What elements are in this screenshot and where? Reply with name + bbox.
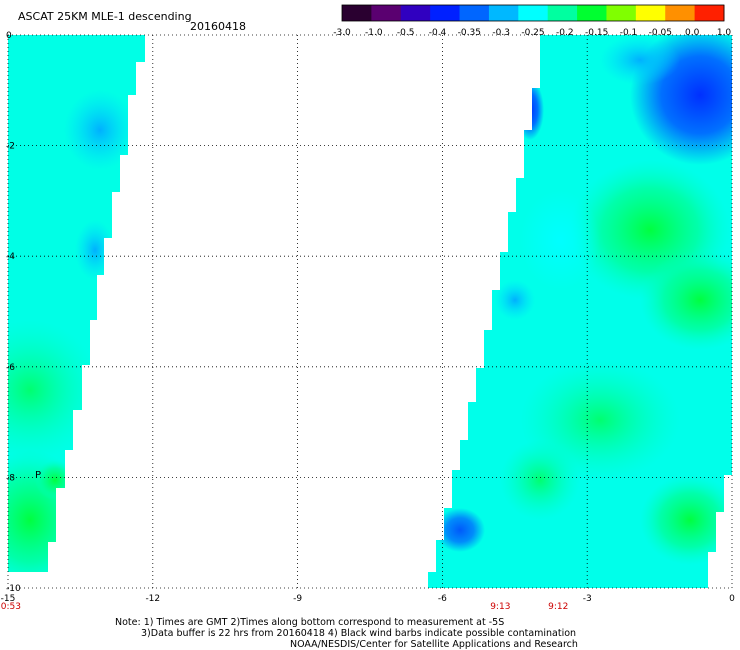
- west-swath: [8, 35, 145, 572]
- contamination-marker: P: [35, 470, 41, 481]
- colorbar-label: -1.0: [365, 28, 383, 38]
- colorbar-label: -0.3: [492, 28, 510, 38]
- colorbar-label: 0.0: [685, 28, 700, 38]
- plot-title: ASCAT 25KM MLE-1 descending: [18, 10, 192, 23]
- east-swath: [428, 35, 732, 588]
- y-axis-ticks: 0 -2 -4 -6 -8 -10: [6, 31, 21, 594]
- colorbar-swatch: [459, 5, 490, 21]
- colorbar-labels: -3.0 -1.0 -0.5 -0.4 -0.35 -0.3 -0.25 -0.2 -0.15 -…: [333, 28, 731, 38]
- x-tick-label: -3: [583, 594, 592, 604]
- colorbar-label: -0.35: [458, 28, 481, 38]
- y-tick-label: -8: [6, 473, 15, 483]
- colorbar-frame: [341, 4, 725, 22]
- pass-time-labels: 10:53 9:13 9:12: [0, 602, 568, 612]
- colorbar-swatch: [577, 5, 607, 21]
- colorbar-label: -0.4: [429, 28, 447, 38]
- pass-time-label: 9:12: [548, 602, 568, 612]
- plot-date: 20160418: [190, 20, 246, 33]
- colorbar-swatch: [342, 5, 372, 21]
- colorbar-swatch: [518, 5, 549, 21]
- pass-time-label: 9:13: [490, 602, 510, 612]
- colorbar-label: -0.25: [521, 28, 544, 38]
- y-tick-label: -2: [6, 142, 15, 152]
- colorbar-label: -0.15: [585, 28, 608, 38]
- colorbar-swatch: [371, 5, 402, 21]
- colorbar-label: -0.1: [620, 28, 638, 38]
- colorbar-swatch: [606, 5, 637, 21]
- x-tick-label: -12: [145, 594, 160, 604]
- y-tick-label: -10: [6, 584, 21, 594]
- colorbar-swatch: [635, 5, 666, 21]
- note-line-1: Note: 1) Times are GMT 2)Times along bot…: [115, 617, 504, 628]
- colorbar-label: -0.05: [649, 28, 672, 38]
- x-tick-label: 0: [729, 594, 735, 604]
- colorbar-label: -3.0: [333, 28, 351, 38]
- x-tick-label: -9: [293, 594, 302, 604]
- colorbar-label: -0.2: [556, 28, 574, 38]
- colorbar: [341, 4, 725, 22]
- x-tick-label: -6: [438, 594, 447, 604]
- colorbar-swatch: [400, 5, 431, 21]
- colorbar-swatch: [547, 5, 578, 21]
- y-tick-label: -6: [6, 363, 15, 373]
- colorbar-swatch: [488, 5, 519, 21]
- colorbar-swatch: [430, 5, 461, 21]
- x-tick-label: -15: [1, 594, 16, 604]
- colorbar-swatch: [665, 5, 696, 21]
- y-tick-label: 0: [6, 31, 12, 41]
- x-axis-ticks: -15 -12 -9 -6 -3 0: [1, 594, 735, 604]
- colorbar-label: -0.5: [397, 28, 415, 38]
- map-grid: [7, 34, 733, 589]
- colorbar-label: 1.0: [717, 28, 732, 38]
- y-tick-label: -4: [6, 252, 15, 262]
- pass-time-label: 10:53: [0, 602, 21, 612]
- colorbar-swatch: [694, 5, 725, 21]
- note-line-3: NOAA/NESDIS/Center for Satellite Applica…: [290, 639, 578, 650]
- note-line-2: 3)Data buffer is 22 hrs from 20160418 4)…: [141, 628, 576, 639]
